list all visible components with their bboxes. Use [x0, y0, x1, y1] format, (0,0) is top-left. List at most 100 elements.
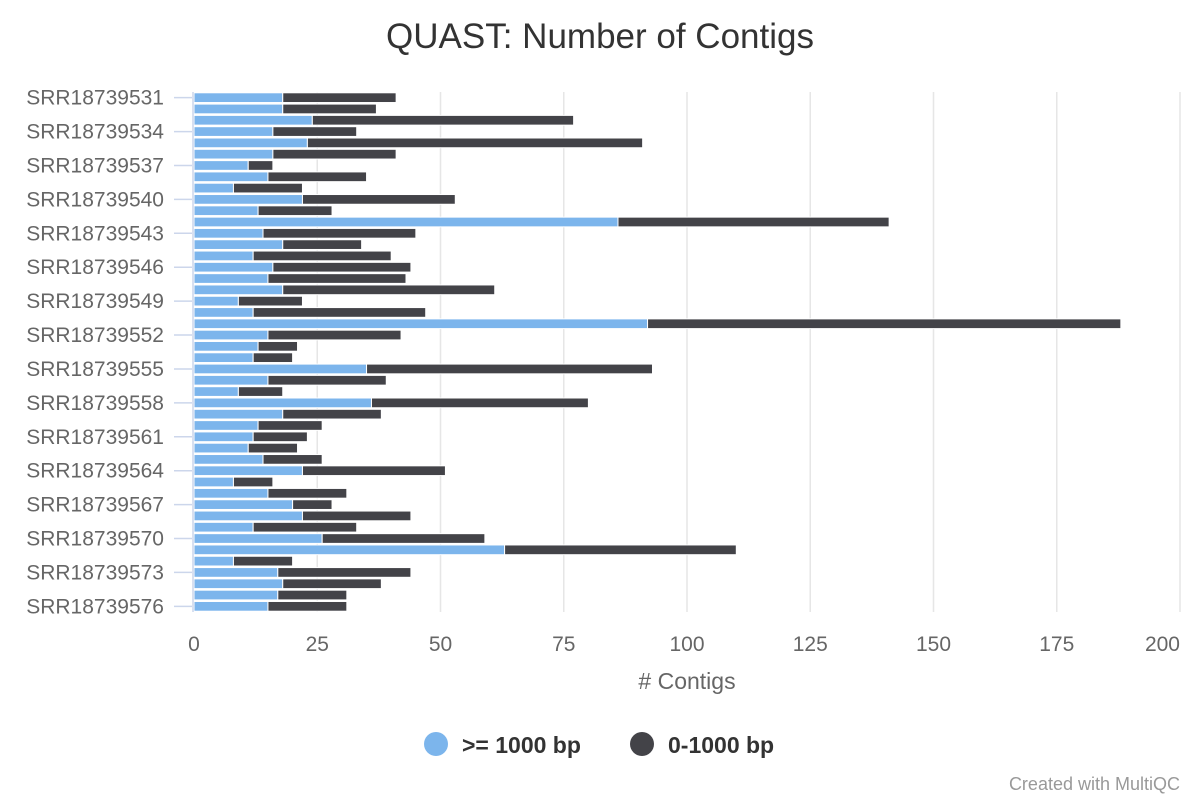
bar-SRR18739549-short[interactable]	[237, 295, 303, 307]
bar-SRR18739562-long[interactable]	[193, 442, 249, 454]
bar-SRR18739536-short[interactable]	[272, 148, 397, 160]
bar-SRR18739533-long[interactable]	[193, 114, 313, 126]
bar-SRR18739534-short[interactable]	[272, 126, 358, 137]
bar-SRR18739551-long[interactable]	[193, 318, 649, 330]
bar-SRR18739557-long[interactable]	[193, 386, 239, 397]
x-tick-labels: 0 25 50 75 100 125 150 175 200	[188, 633, 1180, 656]
bar-SRR18739571-long[interactable]	[193, 544, 506, 556]
bar-SRR18739566-long[interactable]	[193, 487, 269, 499]
bar-SRR18739560-short[interactable]	[257, 420, 323, 431]
bar-SRR18739554-long[interactable]	[193, 352, 254, 364]
bar-SRR18739539-short[interactable]	[232, 182, 303, 194]
bar-SRR18739532-short[interactable]	[282, 103, 377, 115]
bar-SRR18739551-short[interactable]	[647, 318, 1122, 330]
bar-SRR18739538-short[interactable]	[267, 171, 368, 183]
bar-SRR18739546-short[interactable]	[272, 261, 412, 273]
bar-SRR18739534-long[interactable]	[193, 126, 274, 137]
bar-SRR18739567-short[interactable]	[292, 499, 333, 510]
bar-SRR18739574-short[interactable]	[282, 578, 382, 590]
bar-SRR18739542-long[interactable]	[193, 216, 619, 228]
bar-SRR18739568-short[interactable]	[301, 510, 412, 522]
bar-SRR18739572-short[interactable]	[232, 555, 294, 567]
y-tick-label: SRR18739552	[26, 324, 164, 347]
bar-SRR18739552-long[interactable]	[193, 329, 269, 341]
bar-SRR18739563-long[interactable]	[193, 454, 264, 465]
bar-SRR18739532-long[interactable]	[193, 103, 284, 115]
bar-SRR18739564-long[interactable]	[193, 465, 303, 477]
bar-SRR18739564-short[interactable]	[301, 465, 446, 477]
bar-SRR18739546-long[interactable]	[193, 261, 274, 273]
bar-SRR18739554-short[interactable]	[252, 352, 294, 364]
bar-SRR18739572-long[interactable]	[193, 555, 234, 567]
bar-SRR18739561-short[interactable]	[252, 431, 308, 443]
bar-SRR18739540-short[interactable]	[301, 194, 456, 205]
bar-SRR18739576-short[interactable]	[267, 600, 348, 612]
bar-SRR18739544-short[interactable]	[282, 239, 363, 250]
bar-SRR18739557-short[interactable]	[237, 386, 284, 397]
bar-SRR18739545-long[interactable]	[193, 250, 254, 262]
bar-SRR18739558-short[interactable]	[370, 397, 589, 409]
bar-SRR18739548-long[interactable]	[193, 284, 284, 296]
bar-SRR18739535-short[interactable]	[306, 137, 644, 149]
bar-SRR18739558-long[interactable]	[193, 397, 372, 409]
bar-SRR18739570-long[interactable]	[193, 533, 323, 544]
bar-SRR18739545-short[interactable]	[252, 250, 392, 262]
bar-SRR18739543-long[interactable]	[193, 227, 264, 239]
bar-SRR18739544-long[interactable]	[193, 239, 284, 250]
bar-SRR18739541-long[interactable]	[193, 205, 259, 217]
bar-SRR18739562-short[interactable]	[247, 442, 299, 454]
bar-SRR18739550-short[interactable]	[252, 307, 427, 318]
bar-SRR18739569-short[interactable]	[252, 521, 358, 533]
credit-text[interactable]: Created with MultiQC	[1009, 774, 1180, 794]
bar-SRR18739537-long[interactable]	[193, 160, 249, 171]
bar-SRR18739553-short[interactable]	[257, 340, 299, 352]
bar-SRR18739556-long[interactable]	[193, 374, 269, 386]
bar-SRR18739561-long[interactable]	[193, 431, 254, 443]
bar-SRR18739573-long[interactable]	[193, 567, 279, 578]
bar-SRR18739531-long[interactable]	[193, 92, 284, 104]
bar-SRR18739571-short[interactable]	[504, 544, 737, 556]
grid-lines	[316, 92, 1181, 612]
bar-SRR18739552-short[interactable]	[267, 329, 402, 341]
bar-SRR18739570-short[interactable]	[321, 533, 486, 544]
bar-SRR18739575-long[interactable]	[193, 589, 279, 601]
bar-SRR18739553-long[interactable]	[193, 340, 259, 352]
bar-SRR18739573-short[interactable]	[277, 567, 412, 578]
bar-SRR18739576-long[interactable]	[193, 600, 269, 612]
bar-SRR18739537-short[interactable]	[247, 160, 274, 171]
bar-SRR18739555-short[interactable]	[366, 363, 653, 375]
bar-SRR18739538-long[interactable]	[193, 171, 269, 183]
bar-SRR18739531-short[interactable]	[282, 92, 397, 104]
bar-SRR18739543-short[interactable]	[262, 227, 417, 239]
bar-SRR18739533-short[interactable]	[311, 114, 575, 126]
bar-SRR18739575-short[interactable]	[277, 589, 348, 601]
bar-SRR18739541-short[interactable]	[257, 205, 333, 217]
bar-SRR18739539-long[interactable]	[193, 182, 234, 194]
bar-SRR18739540-long[interactable]	[193, 194, 303, 205]
bar-SRR18739563-short[interactable]	[262, 454, 323, 465]
bar-SRR18739547-long[interactable]	[193, 273, 269, 284]
legend-item-short[interactable]: 0-1000 bp	[630, 732, 774, 758]
axes	[174, 92, 194, 612]
bar-SRR18739535-long[interactable]	[193, 137, 308, 149]
bar-SRR18739567-long[interactable]	[193, 499, 294, 510]
bar-SRR18739565-long[interactable]	[193, 476, 234, 488]
bar-SRR18739555-long[interactable]	[193, 363, 368, 375]
bar-SRR18739559-long[interactable]	[193, 408, 284, 420]
bar-SRR18739548-short[interactable]	[282, 284, 496, 296]
y-tick-label: SRR18739561	[26, 426, 164, 449]
bar-SRR18739565-short[interactable]	[232, 476, 274, 488]
bar-SRR18739556-short[interactable]	[267, 374, 387, 386]
bar-SRR18739568-long[interactable]	[193, 510, 303, 522]
bar-SRR18739549-long[interactable]	[193, 295, 239, 307]
bar-SRR18739550-long[interactable]	[193, 307, 254, 318]
bar-SRR18739560-long[interactable]	[193, 420, 259, 431]
bar-SRR18739542-short[interactable]	[617, 216, 890, 228]
bar-SRR18739559-short[interactable]	[282, 408, 382, 420]
bar-SRR18739569-long[interactable]	[193, 521, 254, 533]
bar-SRR18739566-short[interactable]	[267, 487, 348, 499]
bar-SRR18739536-long[interactable]	[193, 148, 274, 160]
bar-SRR18739574-long[interactable]	[193, 578, 284, 590]
legend-item-long[interactable]: >= 1000 bp	[424, 732, 581, 758]
bar-SRR18739547-short[interactable]	[267, 273, 407, 284]
